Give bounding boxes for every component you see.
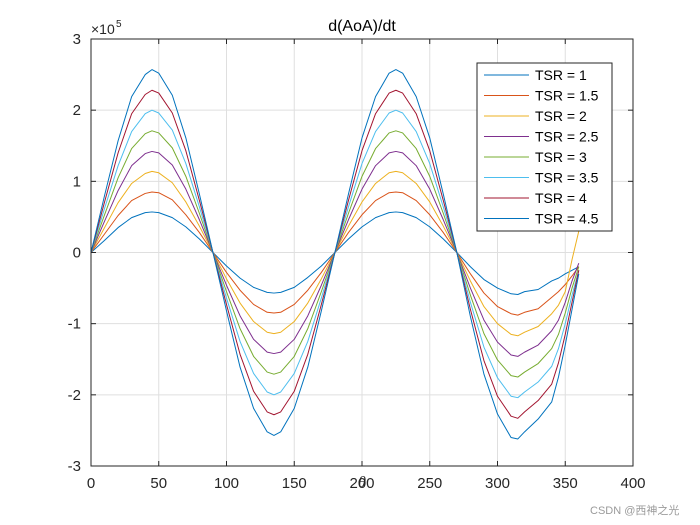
chart-title: d(AoA)/dt <box>328 18 396 35</box>
series-line-2 <box>91 191 580 316</box>
series-line-8 <box>91 69 580 440</box>
y-tick-label: -3 <box>68 458 81 475</box>
series-line-4 <box>91 150 580 357</box>
x-tick-label: 150 <box>282 475 307 492</box>
legend-entry[interactable]: TSR = 2.5 <box>484 129 599 145</box>
x-tick-label: 50 <box>150 475 167 492</box>
y-tick-label: -1 <box>68 316 81 333</box>
legend-entries: TSR = 1 TSR = 1.5 TSR = 2 TSR = 2.5 TSR = 3 T… <box>484 67 599 227</box>
y-tick-label: 3 <box>73 31 81 48</box>
legend-entry[interactable]: TSR = 1 <box>484 67 587 83</box>
y-tick-label: 0 <box>73 245 81 262</box>
legend-label: TSR = 4 <box>535 190 587 206</box>
legend-entry[interactable]: TSR = 2 <box>484 108 587 124</box>
series-layer <box>91 69 580 440</box>
y-scale-base: ×10 <box>91 21 115 37</box>
x-axis-label: θ <box>358 474 366 491</box>
x-tick-label: 350 <box>553 475 578 492</box>
series-line-1 <box>91 211 580 295</box>
legend: TSR = 1 TSR = 1.5 TSR = 2 TSR = 2.5 TSR = 3 T… <box>476 62 613 232</box>
legend-box <box>476 62 613 232</box>
legend-entry[interactable]: TSR = 3.5 <box>484 170 599 186</box>
y-tick-label: -2 <box>68 387 81 404</box>
x-tick-label: 250 <box>417 475 442 492</box>
y-tick-label: 2 <box>73 102 81 119</box>
legend-label: TSR = 2 <box>535 108 587 124</box>
ticks: 0 50 100 150 200 250 300 350 400 -3 -2 -1 0 1 2 3 <box>68 31 646 492</box>
legend-label: TSR = 4.5 <box>535 211 599 227</box>
series-line-6 <box>91 109 580 399</box>
y-scale-exponent: 5 <box>116 19 122 30</box>
x-tick-label: 400 <box>620 475 645 492</box>
x-tick-label: 300 <box>485 475 510 492</box>
x-tick-label: 200 <box>349 475 374 492</box>
legend-entry[interactable]: TSR = 4 <box>484 190 587 206</box>
x-tick-label: 0 <box>87 475 95 492</box>
y-scale-multiplier: ×10 5 <box>91 19 122 37</box>
legend-label: TSR = 1.5 <box>535 88 599 104</box>
legend-entry[interactable]: TSR = 1.5 <box>484 88 599 104</box>
watermark: CSDN @西神之光 <box>590 503 679 517</box>
series-line-5 <box>91 130 580 378</box>
legend-entry[interactable]: TSR = 4.5 <box>484 211 599 227</box>
x-tick-label: 100 <box>214 475 239 492</box>
legend-label: TSR = 1 <box>535 67 587 83</box>
series-line-3 <box>91 170 580 337</box>
series-line-7 <box>91 89 580 419</box>
legend-entry[interactable]: TSR = 3 <box>484 149 587 165</box>
legend-label: TSR = 3.5 <box>535 170 599 186</box>
legend-label: TSR = 2.5 <box>535 129 599 145</box>
legend-label: TSR = 3 <box>535 149 587 165</box>
y-tick-label: 1 <box>73 173 81 190</box>
